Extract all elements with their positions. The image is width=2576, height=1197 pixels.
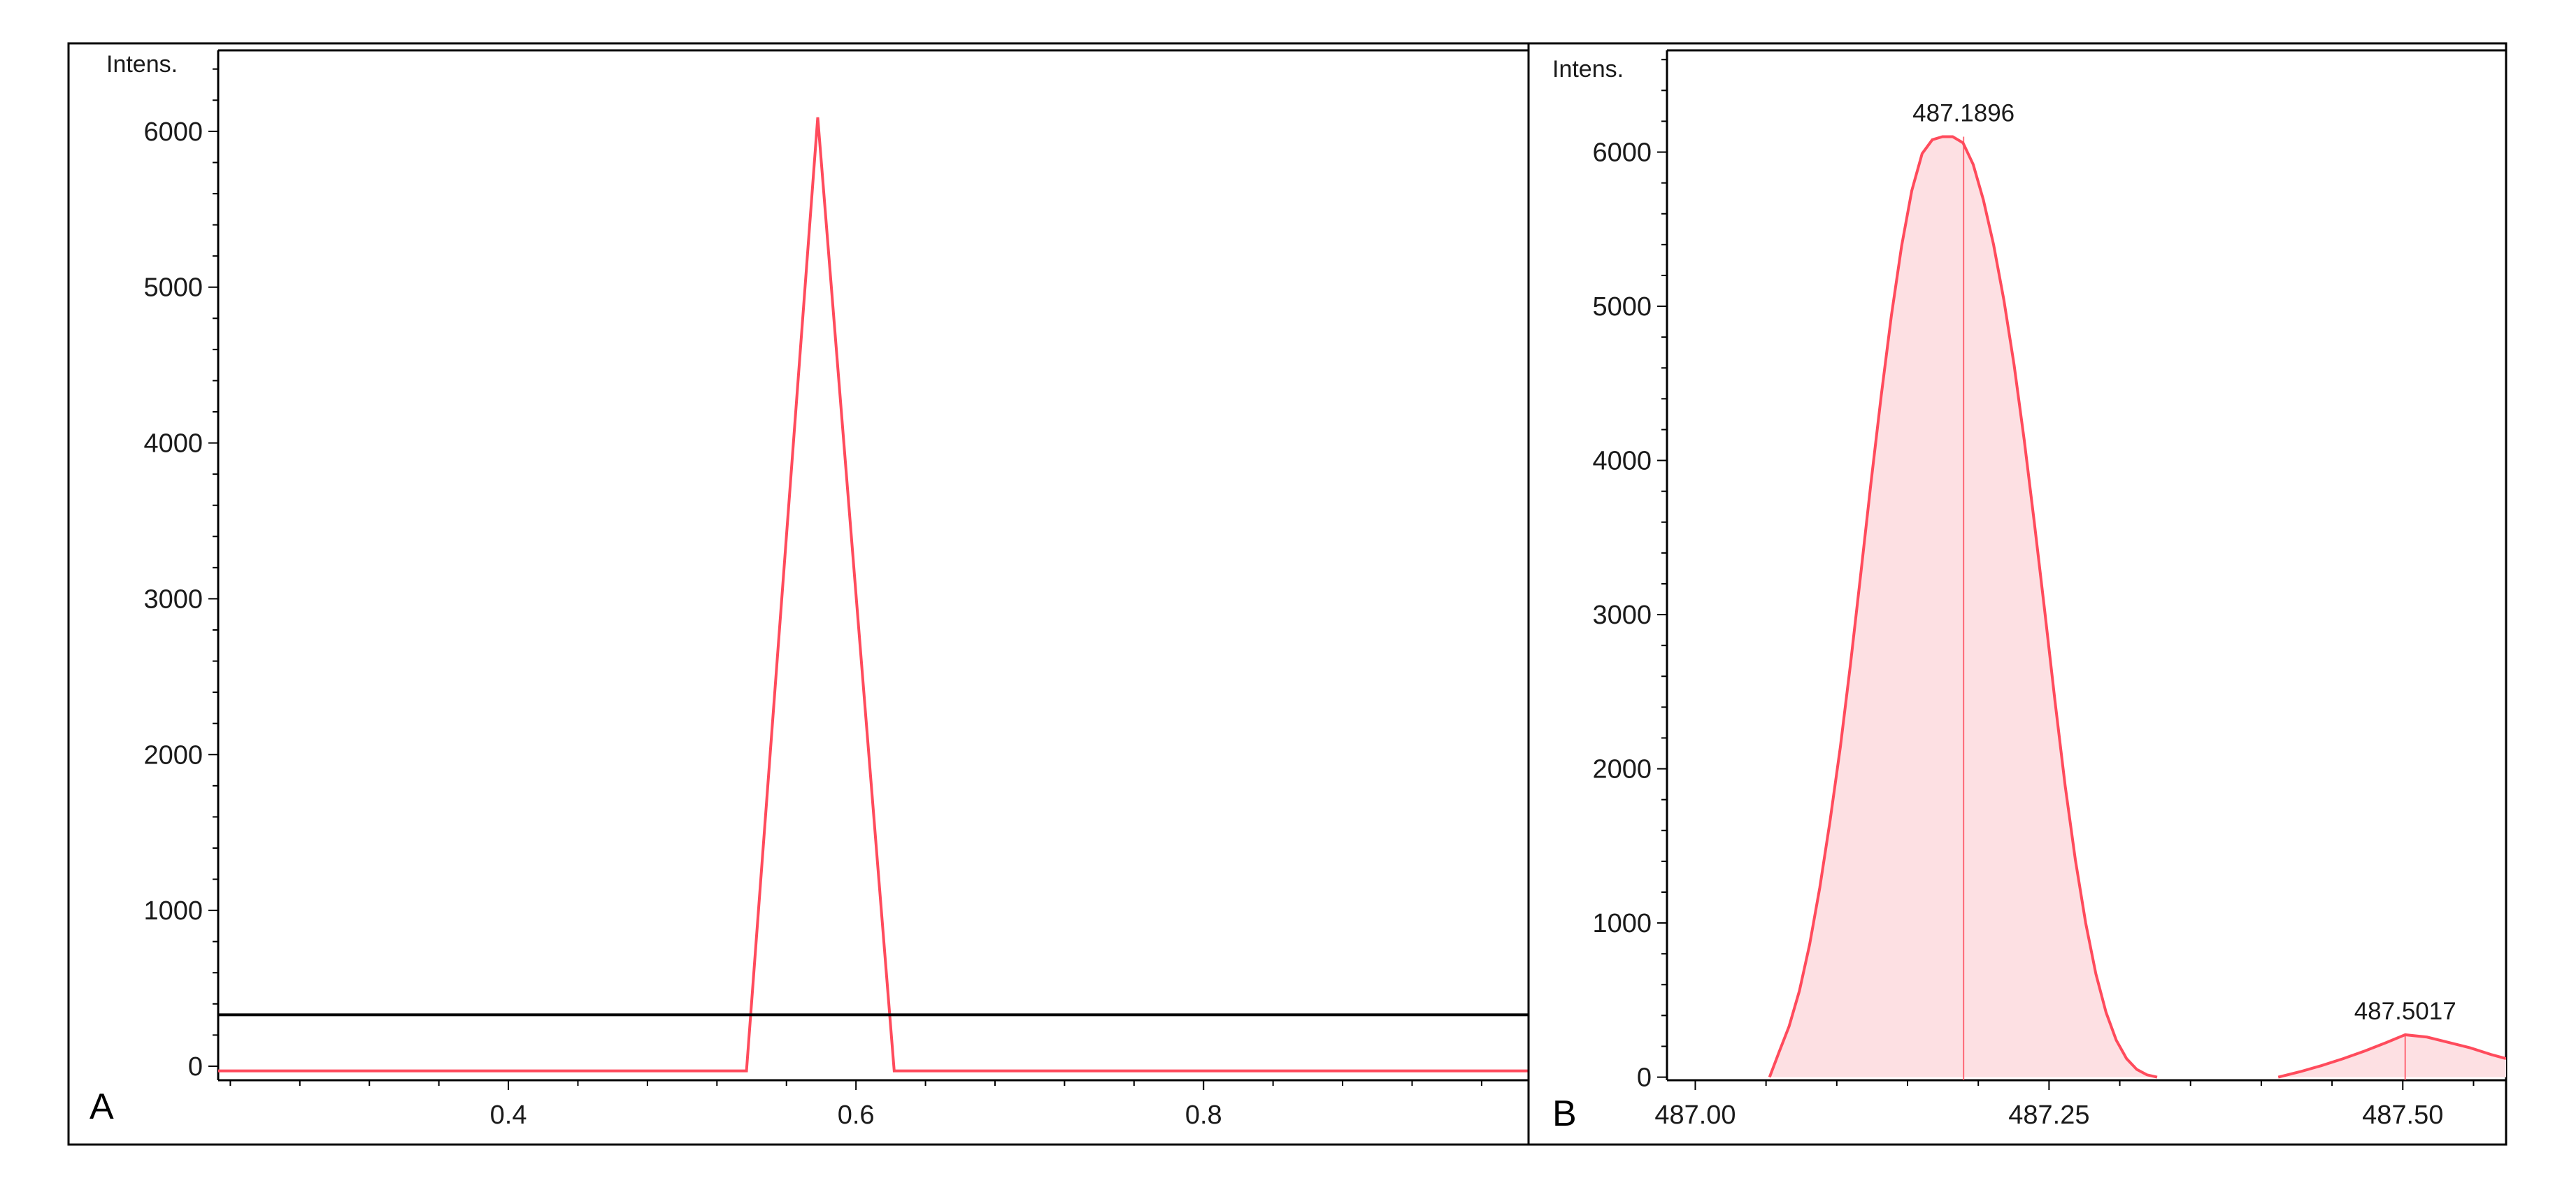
panel-a-plot: 0 1000 2000 3000 4000 5000 6000 0.4 0.6 0.8 (143, 49, 1529, 1130)
panel-a-y-tick-label: 6000 (143, 117, 203, 147)
panel-a-y-tick-label: 2000 (143, 740, 203, 770)
panel-a-y-tick-label: 4000 (143, 429, 203, 459)
panel-a-y-tick-label: 1000 (143, 896, 203, 926)
peak-fill (2278, 1034, 2506, 1077)
panel-a-ylabel: Intens. (106, 51, 178, 78)
panel-b-peaks (1768, 135, 2506, 1080)
panel-a-y-tick-label: 3000 (143, 585, 203, 614)
panel-b-y-tick-label: 0 (1637, 1063, 1652, 1093)
panel-b-y-tick-label: 2000 (1592, 755, 1652, 784)
panel-b-y-tick-label: 4000 (1592, 447, 1652, 476)
panel-a-x-tick-label: 0.4 (490, 1101, 527, 1130)
panel-b: Intens. 0 1000 2000 3000 4000 5000 6000 487.00 4… (1527, 42, 2507, 1146)
panel-b-x-tick-label: 487.00 (1654, 1101, 1736, 1130)
panel-a-series-line (218, 117, 1529, 1073)
panel-b-letter: B (1552, 1094, 1577, 1134)
panel-b-frame (1527, 42, 2507, 1146)
panel-a-x-tick-label: 0.6 (838, 1101, 875, 1130)
panel-b-y-tick-label: 5000 (1592, 292, 1652, 322)
panel-a-x-tick-label: 0.8 (1185, 1101, 1222, 1130)
peak-label: 487.5017 (2354, 998, 2456, 1025)
panel-a-frame (67, 42, 1530, 1146)
peak-label: 487.1896 (1912, 99, 2015, 127)
peak-outline (2277, 1033, 2506, 1079)
panel-b-y-tick-label: 3000 (1592, 601, 1652, 630)
panel-b-x-tick-label: 487.50 (2362, 1101, 2443, 1130)
panel-a-y-tick-label: 5000 (143, 273, 203, 303)
panel-b-x-tick-label: 487.25 (2008, 1101, 2089, 1130)
panel-b-plot: 0 1000 2000 3000 4000 5000 6000 487.00 487.25 487… (1592, 49, 2506, 1130)
panel-b-y-tick-label: 6000 (1592, 138, 1652, 168)
panel-a-y-tick-label: 0 (188, 1052, 203, 1082)
panel-b-y-tick-label: 1000 (1592, 909, 1652, 938)
panel-b-ylabel: Intens. (1552, 56, 1624, 83)
panel-a-letter: A (90, 1087, 114, 1127)
